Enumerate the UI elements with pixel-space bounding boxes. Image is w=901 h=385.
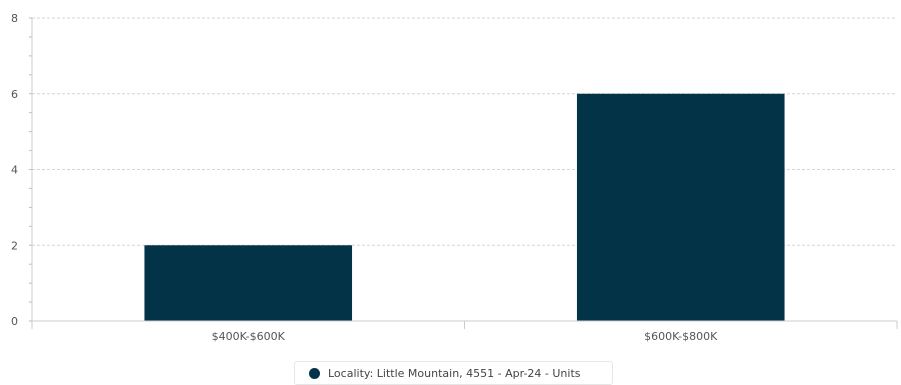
bars — [144, 93, 785, 321]
y-tick-label: 2 — [11, 239, 18, 252]
y-tick-label: 8 — [11, 12, 18, 25]
legend[interactable]: Locality: Little Mountain, 4551 - Apr-24… — [294, 361, 613, 385]
legend-marker — [309, 367, 320, 379]
y-tick-label: 4 — [11, 164, 18, 177]
bar — [576, 93, 785, 321]
y-tick-label: 6 — [11, 88, 18, 101]
x-tick-label: $600K-$800K — [644, 330, 718, 343]
axes: 0 2 4 6 8 $400K-$600K $600K-$800K — [11, 12, 898, 343]
legend-label: Locality: Little Mountain, 4551 - Apr-24… — [328, 366, 581, 380]
y-tick-label: 0 — [11, 315, 18, 328]
bar — [144, 245, 353, 321]
x-tick-label: $400K-$600K — [212, 330, 286, 343]
